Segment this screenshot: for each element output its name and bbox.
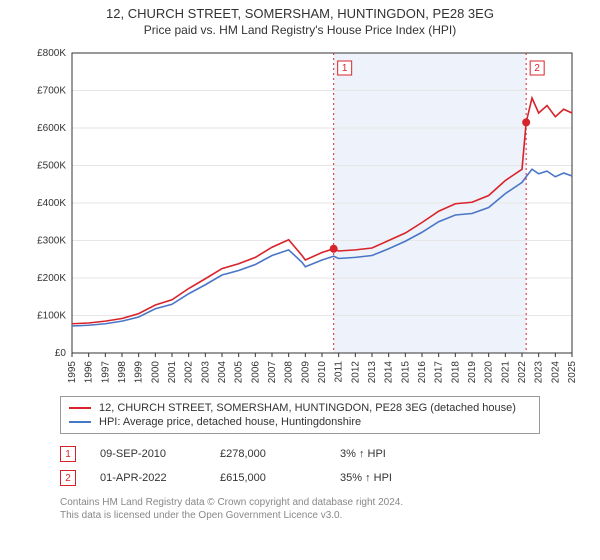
svg-text:2012: 2012 xyxy=(350,361,361,384)
legend-row: 12, CHURCH STREET, SOMERSHAM, HUNTINGDON… xyxy=(69,401,531,415)
svg-text:2024: 2024 xyxy=(550,361,561,384)
legend: 12, CHURCH STREET, SOMERSHAM, HUNTINGDON… xyxy=(60,396,540,434)
svg-text:2: 2 xyxy=(534,63,540,74)
svg-text:2006: 2006 xyxy=(250,361,261,384)
svg-text:2001: 2001 xyxy=(167,361,178,384)
legend-swatch xyxy=(69,407,91,409)
svg-text:1995: 1995 xyxy=(67,361,78,384)
svg-text:2020: 2020 xyxy=(484,361,495,384)
legend-label: HPI: Average price, detached house, Hunt… xyxy=(99,416,361,428)
svg-text:2007: 2007 xyxy=(267,361,278,384)
svg-text:2019: 2019 xyxy=(467,361,478,384)
svg-text:2021: 2021 xyxy=(500,361,511,384)
license-line: This data is licensed under the Open Gov… xyxy=(60,509,580,522)
sale-delta: 3% ↑ HPI xyxy=(340,448,420,460)
svg-text:2000: 2000 xyxy=(150,361,161,384)
table-row: 2 01-APR-2022 £615,000 35% ↑ HPI xyxy=(60,466,560,490)
svg-text:£200K: £200K xyxy=(37,273,66,284)
svg-text:2014: 2014 xyxy=(384,361,395,384)
svg-text:2011: 2011 xyxy=(334,361,345,383)
svg-text:2013: 2013 xyxy=(367,361,378,384)
svg-text:£600K: £600K xyxy=(37,123,66,134)
sales-table: 1 09-SEP-2010 £278,000 3% ↑ HPI 2 01-APR… xyxy=(60,442,560,490)
svg-text:2018: 2018 xyxy=(450,361,461,384)
sale-date: 01-APR-2022 xyxy=(100,472,220,484)
legend-label: 12, CHURCH STREET, SOMERSHAM, HUNTINGDON… xyxy=(99,402,516,414)
sale-price: £278,000 xyxy=(220,448,340,460)
svg-text:2025: 2025 xyxy=(567,361,578,384)
chart-container: 12, CHURCH STREET, SOMERSHAM, HUNTINGDON… xyxy=(0,0,600,560)
svg-text:1: 1 xyxy=(342,63,348,74)
sale-delta: 35% ↑ HPI xyxy=(340,472,420,484)
svg-text:2009: 2009 xyxy=(300,361,311,384)
legend-swatch xyxy=(69,421,91,423)
table-row: 1 09-SEP-2010 £278,000 3% ↑ HPI xyxy=(60,442,560,466)
marker-badge: 2 xyxy=(60,470,76,486)
svg-text:1999: 1999 xyxy=(134,361,145,384)
svg-text:£800K: £800K xyxy=(37,48,66,59)
svg-text:2008: 2008 xyxy=(284,361,295,384)
svg-text:1996: 1996 xyxy=(84,361,95,384)
title-block: 12, CHURCH STREET, SOMERSHAM, HUNTINGDON… xyxy=(0,0,600,39)
svg-text:2002: 2002 xyxy=(184,361,195,384)
svg-text:2017: 2017 xyxy=(434,361,445,384)
sale-price: £615,000 xyxy=(220,472,340,484)
svg-text:£0: £0 xyxy=(55,348,67,359)
svg-text:2023: 2023 xyxy=(534,361,545,384)
chart-subtitle: Price paid vs. HM Land Registry's House … xyxy=(0,23,600,37)
marker-badge: 1 xyxy=(60,446,76,462)
svg-text:2022: 2022 xyxy=(517,361,528,384)
svg-text:1997: 1997 xyxy=(100,361,111,384)
svg-text:2016: 2016 xyxy=(417,361,428,384)
license-line: Contains HM Land Registry data © Crown c… xyxy=(60,496,580,509)
svg-text:2005: 2005 xyxy=(234,361,245,384)
svg-text:2003: 2003 xyxy=(200,361,211,384)
svg-text:1998: 1998 xyxy=(117,361,128,384)
chart-area: £0 £100K £200K £300K £400K £500K £600K £700K £80… xyxy=(20,45,580,388)
svg-text:£700K: £700K xyxy=(37,86,66,97)
line-chart: £0 £100K £200K £300K £400K £500K £600K £700K £80… xyxy=(20,45,580,385)
svg-text:2004: 2004 xyxy=(217,361,228,384)
svg-text:2015: 2015 xyxy=(400,361,411,384)
svg-text:£500K: £500K xyxy=(37,161,66,172)
svg-text:£300K: £300K xyxy=(37,236,66,247)
svg-text:£100K: £100K xyxy=(37,311,66,322)
svg-text:2010: 2010 xyxy=(317,361,328,384)
svg-text:£400K: £400K xyxy=(37,198,66,209)
sale-date: 09-SEP-2010 xyxy=(100,448,220,460)
chart-title: 12, CHURCH STREET, SOMERSHAM, HUNTINGDON… xyxy=(0,6,600,21)
legend-row: HPI: Average price, detached house, Hunt… xyxy=(69,415,531,429)
license-text: Contains HM Land Registry data © Crown c… xyxy=(60,496,580,522)
